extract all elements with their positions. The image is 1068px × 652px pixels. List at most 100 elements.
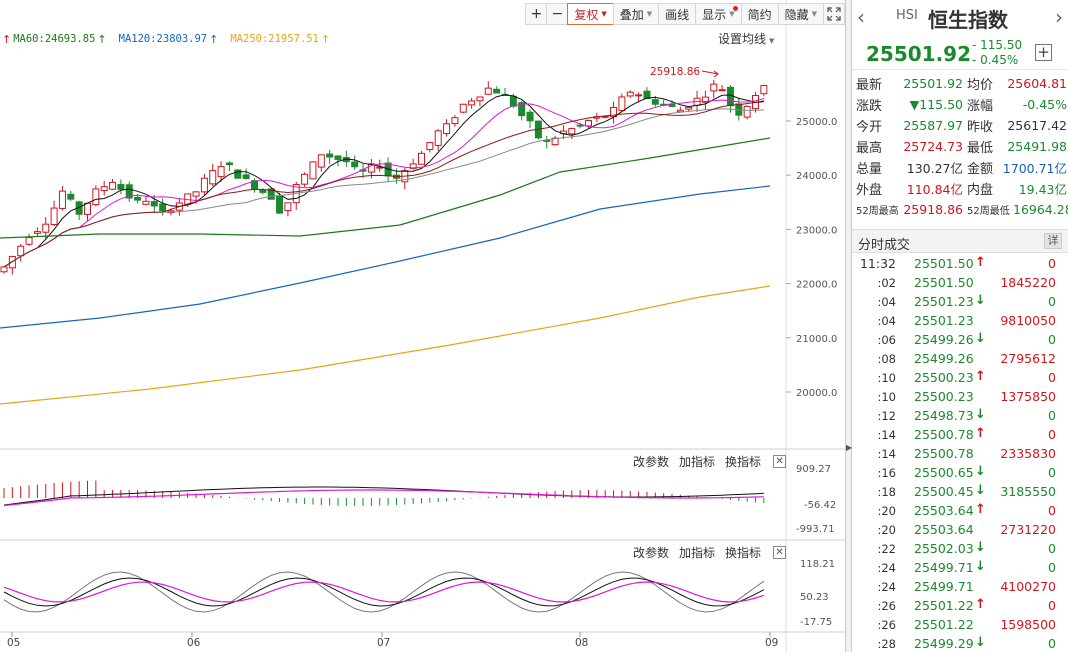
macd-close-icon[interactable]: ✕	[773, 455, 787, 468]
tick-row: :22 25502.03 ↓ 0	[852, 540, 1068, 559]
candle-up	[301, 173, 309, 185]
candle-down	[75, 201, 83, 215]
notification-dot	[732, 6, 738, 11]
adjust-dropdown[interactable]: 复权 ▼	[567, 3, 614, 25]
candle-up	[92, 188, 100, 206]
down-arrow-icon: ↓	[975, 293, 986, 308]
macd-add-indicator-button[interactable]: 加指标	[679, 455, 716, 469]
tick-volume: 2731220	[1000, 522, 1056, 537]
tick-time: :24	[877, 580, 896, 594]
candle-up	[434, 130, 442, 146]
add-watchlist-icon[interactable]: +	[1035, 44, 1052, 61]
ticks-detail-button[interactable]: 详	[1044, 233, 1062, 249]
quote-label: 最新	[856, 78, 883, 93]
price-axis-label: 23000.0	[796, 225, 837, 236]
ma10-line	[3, 98, 765, 268]
ma120-value: MA120:23803.97	[118, 33, 208, 45]
quote-label: 昨收	[967, 120, 994, 135]
tick-volume: 0	[1048, 503, 1056, 518]
price-axis-label: 25000.0	[796, 117, 837, 128]
macd-axis-label: -993.71	[796, 524, 835, 535]
candle-up	[743, 105, 751, 118]
candle-down	[526, 111, 534, 122]
kdj-edit-params-button[interactable]: 改参数	[633, 546, 670, 560]
tick-price: 25499.26	[914, 351, 974, 366]
kdj-switch-indicator-button[interactable]: 换指标	[725, 546, 762, 560]
up-arrow-icon: ↑	[209, 32, 219, 46]
quote-panel: ‹ HSI 恒生指数 › 25501.92 - 115.50 - 0.45% +…	[852, 0, 1068, 652]
tick-volume: 0	[1048, 256, 1056, 271]
tick-price: 25501.23	[914, 313, 974, 328]
quote-value: 130.27亿	[906, 161, 963, 176]
zoom-in-button[interactable]: +	[525, 3, 548, 25]
zoom-out-button[interactable]: −	[546, 3, 569, 25]
kdj-axis-label: -17.75	[800, 617, 832, 628]
candle-up	[426, 142, 434, 151]
quote-label: 金额	[967, 162, 994, 177]
candle-down	[125, 184, 133, 199]
candle-down	[159, 203, 167, 212]
draw-line-button[interactable]: 画线	[658, 3, 697, 25]
down-arrow-icon: ↓	[975, 464, 986, 479]
tick-volume: 0	[1048, 427, 1056, 442]
ma60-label: MA60:24693.85 ↑	[13, 33, 106, 46]
ma-settings-dropdown[interactable]: 设置均线 ▼	[718, 30, 774, 47]
overlay-dropdown[interactable]: 叠加 ▼	[612, 3, 660, 25]
kline-chart-canvas[interactable]: 25000.0 24000.0 23000.0 22000.0 21000.0 20000…	[0, 0, 845, 652]
candle-up	[42, 223, 50, 233]
up-arrow-icon: ↑	[975, 369, 986, 384]
tick-price: 25499.26	[914, 332, 974, 347]
tick-price: 25498.73	[914, 408, 974, 423]
display-dropdown[interactable]: 显示 ▼	[695, 3, 742, 25]
tick-time: :02	[877, 276, 896, 290]
high-marker-arrow-icon	[701, 70, 719, 78]
candle-up	[58, 190, 66, 209]
fullscreen-button[interactable]	[823, 3, 845, 25]
simple-mode-button[interactable]: 简约	[740, 3, 779, 25]
panel-divider[interactable]: ▶	[845, 0, 852, 652]
ma-first-arrow: ↑	[2, 32, 12, 46]
chart-area[interactable]: 25000.0 24000.0 23000.0 22000.0 21000.0 20000…	[0, 0, 845, 652]
tick-price: 25499.71	[914, 579, 974, 594]
kdj-close-icon[interactable]: ✕	[773, 546, 787, 559]
candle-down	[117, 184, 125, 190]
prev-symbol-icon[interactable]: ‹	[857, 5, 865, 29]
macd-switch-indicator-button[interactable]: 换指标	[725, 455, 762, 469]
price-axis-label: 24000.0	[796, 171, 837, 182]
candle-up	[0, 266, 8, 273]
tick-volume: 9810050	[1000, 313, 1056, 328]
current-price: 25501.92	[866, 42, 972, 66]
tick-row: :24 25499.71 ↓ 0	[852, 559, 1068, 578]
candle-up	[84, 202, 91, 215]
tick-price: 25499.29	[914, 636, 974, 651]
tick-row: :26 25501.22 ↑ 0	[852, 597, 1068, 616]
tick-time: :18	[877, 485, 896, 499]
kdj-add-indicator-button[interactable]: 加指标	[679, 546, 716, 560]
quote-value: -0.45%	[1022, 97, 1067, 112]
quote-value: ▼115.50	[909, 97, 963, 112]
candle-up	[192, 191, 200, 197]
ticks-list[interactable]: 11:32 25501.50 ↑ 0:02 25501.50 1845220:04 2550…	[852, 255, 1068, 652]
collapse-arrow-icon[interactable]: ▶	[846, 443, 853, 452]
adjust-label: 复权	[574, 7, 599, 22]
candle-down	[150, 201, 158, 207]
hide-dropdown[interactable]: 隐藏 ▼	[777, 3, 824, 25]
quote-value: 25501.92	[903, 76, 963, 91]
candle-up	[476, 96, 484, 102]
candle-up	[142, 200, 150, 205]
tick-time: 11:32	[859, 256, 896, 271]
tick-time: :24	[877, 561, 896, 575]
tick-price: 25500.78	[914, 427, 974, 442]
tick-time: :04	[877, 314, 896, 328]
candle-down	[509, 95, 517, 107]
next-symbol-icon[interactable]: ›	[1055, 5, 1063, 29]
kdj-axis-label: 118.21	[800, 559, 835, 570]
kdj-axis-label: 50.23	[800, 592, 829, 603]
up-arrow-icon: ↑	[975, 426, 986, 441]
quote-label: 52周最低	[967, 206, 1010, 217]
tick-row: :20 25503.64 ↑ 0	[852, 502, 1068, 521]
macd-edit-params-button[interactable]: 改参数	[633, 455, 670, 469]
candle-up	[701, 96, 709, 103]
candle-up	[317, 154, 325, 168]
candle-up	[284, 202, 292, 212]
